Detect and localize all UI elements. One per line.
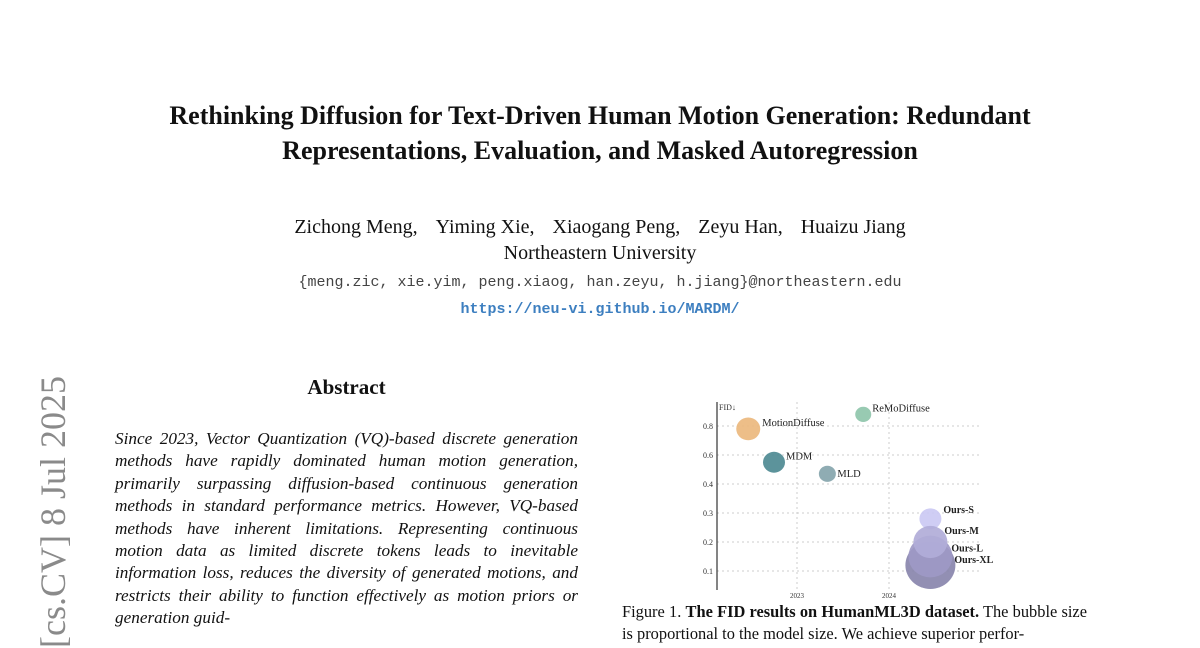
bubble-label: ReMoDiffuse xyxy=(872,403,930,414)
bubble-label: Ours-XL xyxy=(954,555,993,566)
y-tick-label: 0.4 xyxy=(703,480,713,489)
bubble-mld xyxy=(818,465,836,482)
x-tick-label: 2023 xyxy=(790,592,805,600)
bubble-label: MLD xyxy=(837,469,861,480)
paper-title: Rethinking Diffusion for Text-Driven Hum… xyxy=(0,98,1200,168)
y-tick-label: 0.3 xyxy=(703,509,713,518)
author-block: Zichong Meng, Yiming Xie, Xiaogang Peng, Ze… xyxy=(0,214,1200,266)
title-line-2: Representations, Evaluation, and Masked … xyxy=(282,136,918,165)
author-list: Zichong Meng, Yiming Xie, Xiaogang Peng, Ze… xyxy=(0,214,1200,240)
y-tick-label: 0.2 xyxy=(703,538,713,547)
y-tick-label: 0.6 xyxy=(703,451,713,460)
bubble-ours-s xyxy=(919,508,942,530)
bubble-remodiffuse xyxy=(855,406,872,422)
author: Xiaogang Peng, xyxy=(552,216,681,238)
x-tick-label: 2024 xyxy=(882,592,897,600)
abstract-text: Since 2023, Vector Quantization (VQ)-bas… xyxy=(115,429,578,628)
y-tick-label: 0.8 xyxy=(703,422,713,431)
author-emails: {meng.zic, xie.yim, peng.xiaog, han.zeyu… xyxy=(298,274,902,291)
bubble-label: Ours-S xyxy=(943,505,974,516)
bubble-label: MotionDiffuse xyxy=(762,418,825,429)
bubble-ours-m xyxy=(913,525,948,559)
author: Zeyu Han, xyxy=(698,216,783,238)
y-tick-label: 0.1 xyxy=(703,567,713,576)
author: Yiming Xie, xyxy=(435,216,535,238)
caption-text: The bubble size is proportional to the m… xyxy=(622,602,1087,643)
bubble-label: MDM xyxy=(786,451,813,462)
abstract-heading: Abstract xyxy=(307,375,386,399)
y-axis-label: FID↓ xyxy=(719,403,736,412)
figure-caption: Figure 1. The FID results on HumanML3D d… xyxy=(622,601,1087,645)
caption-label: Figure 1. xyxy=(622,602,682,621)
bubble-mdm xyxy=(763,451,785,473)
project-link[interactable]: https://neu-vi.github.io/MARDM/ xyxy=(460,301,740,318)
affiliation: Northeastern University xyxy=(503,242,697,264)
bubble-label: Ours-M xyxy=(944,526,979,537)
author: Zichong Meng, xyxy=(294,216,418,238)
bubble-motiondiffuse xyxy=(736,417,761,441)
bubble-label: Ours-L xyxy=(951,544,983,555)
caption-bold: The FID results on HumanML3D dataset. xyxy=(685,602,980,621)
author: Huaizu Jiang xyxy=(800,216,906,238)
title-line-1: Rethinking Diffusion for Text-Driven Hum… xyxy=(169,101,1031,130)
